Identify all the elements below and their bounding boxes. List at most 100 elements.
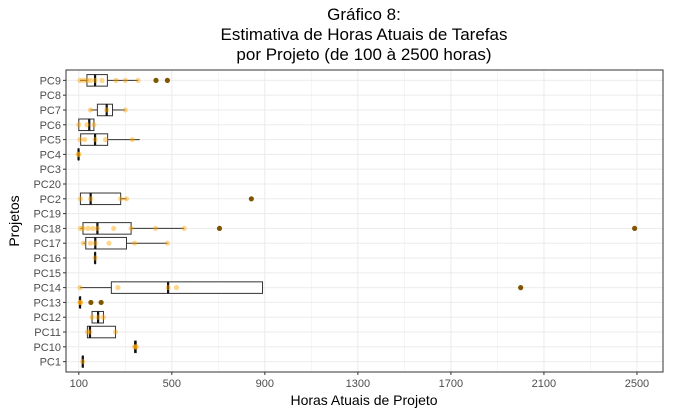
y-axis-title: Projetos: [6, 195, 22, 246]
box-pc11: [86, 325, 117, 339]
data-point: [92, 240, 98, 246]
y-tick-label: PC10: [33, 342, 61, 354]
data-point: [77, 299, 83, 306]
y-tick-label: PC7: [40, 105, 61, 117]
y-tick-label: PC4: [40, 149, 61, 161]
y-tick-label: PC17: [33, 238, 61, 250]
data-point: [90, 225, 96, 232]
data-point: [135, 77, 141, 83]
box-pc17: [83, 236, 168, 250]
data-point: [152, 225, 159, 232]
outlier-point: [248, 196, 254, 202]
data-point: [80, 225, 86, 232]
chart-title-line-1: Gráfico 8:: [327, 5, 401, 24]
data-point: [77, 285, 83, 291]
data-point: [84, 329, 90, 335]
x-tick-label: 100: [70, 378, 88, 390]
data-point: [76, 151, 82, 157]
data-point: [88, 196, 94, 202]
data-point: [76, 122, 82, 128]
box-pc12: [91, 310, 104, 324]
data-point: [100, 314, 107, 320]
data-point: [87, 240, 94, 246]
box-pc14: [79, 281, 264, 294]
y-tick-label: PC15: [33, 268, 61, 280]
data-point: [78, 299, 84, 306]
y-tick-label: PC2: [40, 194, 61, 206]
data-point: [132, 240, 138, 246]
y-axis: PC1 PC10 PC11 PC12 PC13 PC14 PC15 PC16 PC17 PC18 P…: [33, 75, 66, 369]
data-point: [173, 285, 180, 291]
x-axis: 100 500 900 1300 1700 2100 2500: [70, 372, 649, 390]
data-point: [113, 77, 119, 83]
y-tick-label: PC9: [40, 75, 61, 87]
data-point: [94, 225, 100, 232]
box-pc18: [80, 222, 185, 235]
outlier-point: [632, 225, 638, 232]
data-point: [92, 255, 98, 261]
y-tick-label: PC12: [33, 312, 61, 324]
data-point: [91, 122, 97, 128]
y-tick-label: PC14: [33, 283, 61, 295]
data-point: [181, 225, 187, 232]
y-tick-label: PC5: [40, 135, 61, 147]
data-point: [80, 77, 87, 83]
box-pc5: [79, 133, 140, 146]
outlier-point: [153, 77, 159, 83]
box-iqr: [79, 192, 122, 206]
data-point: [80, 240, 87, 246]
data-point: [77, 196, 84, 202]
x-axis-title: Horas Atuais de Projeto: [290, 392, 437, 408]
data-point: [133, 344, 139, 350]
data-point: [84, 77, 90, 83]
data-point: [106, 240, 112, 246]
box-pc4: [77, 148, 80, 161]
outlier-point: [216, 225, 223, 232]
box-iqr: [78, 118, 95, 132]
data-point: [87, 107, 94, 113]
x-tick-label: 900: [256, 378, 274, 390]
data-point: [84, 122, 90, 128]
y-tick-label: PC16: [33, 253, 61, 265]
box-pc1: [81, 355, 84, 368]
box-iqr: [85, 236, 127, 250]
y-tick-label: PC19: [33, 209, 61, 221]
box-iqr: [86, 325, 117, 339]
box-pc2: [79, 192, 127, 206]
data-point: [165, 285, 171, 291]
data-point: [132, 344, 138, 350]
box-iqr: [110, 281, 264, 294]
data-point: [77, 299, 83, 306]
data-point: [92, 77, 98, 83]
panel-border: [65, 69, 664, 373]
chart-title-line-3: por Projeto (de 100 à 2500 horas): [236, 45, 491, 64]
box-iqr: [86, 74, 108, 87]
x-tick-label: 2100: [532, 378, 556, 390]
box-iqr: [96, 103, 114, 117]
box-layer: [77, 74, 264, 368]
data-point: [89, 314, 95, 320]
data-point: [112, 329, 119, 335]
data-point: [115, 285, 121, 291]
box-pc9: [79, 74, 139, 87]
x-tick-label: 1700: [439, 378, 463, 390]
data-point: [87, 77, 94, 83]
y-tick-label: PC11: [34, 327, 61, 339]
box-pc16: [93, 251, 97, 265]
grid: [66, 70, 663, 372]
x-tick-label: 500: [163, 378, 181, 390]
data-point: [95, 314, 101, 320]
data-point: [102, 136, 109, 143]
data-point: [75, 151, 81, 157]
data-point: [77, 225, 84, 232]
data-point: [122, 107, 128, 113]
data-point: [87, 329, 93, 335]
data-point: [77, 77, 83, 83]
y-tick-label: PC6: [40, 120, 61, 132]
box-pc6: [78, 118, 95, 132]
data-point: [123, 196, 130, 202]
outlier-point: [98, 299, 104, 306]
x-tick-label: 2500: [625, 378, 649, 390]
